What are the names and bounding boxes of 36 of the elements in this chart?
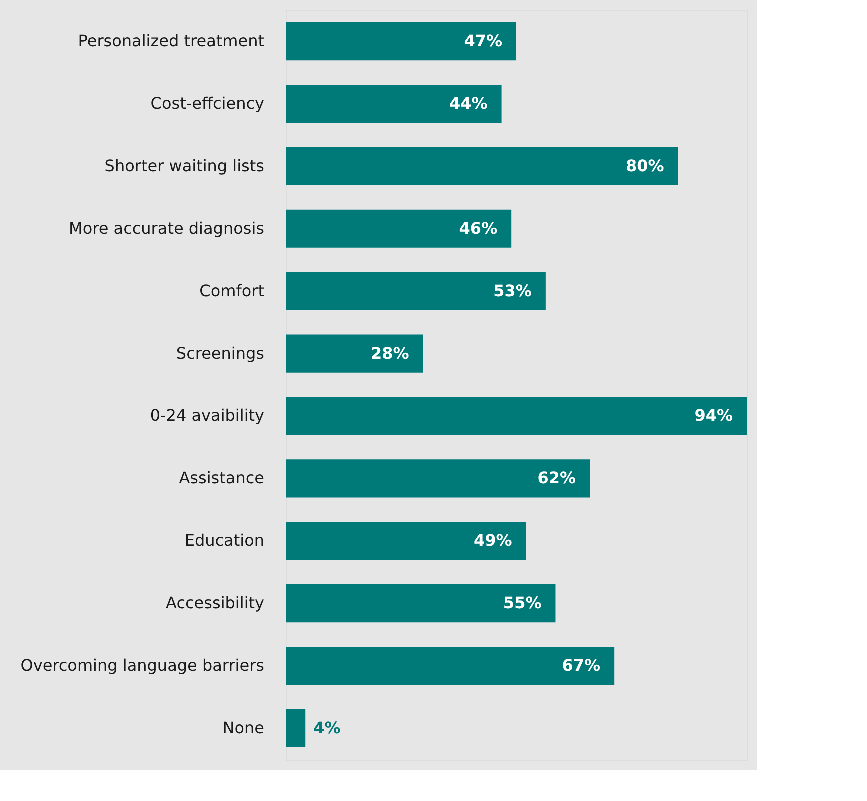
bar bbox=[286, 147, 678, 186]
data-label: 4% bbox=[314, 718, 341, 738]
data-label: 67% bbox=[562, 656, 601, 676]
bar bbox=[286, 584, 556, 623]
bar bbox=[286, 22, 516, 61]
data-label: 47% bbox=[464, 32, 502, 51]
data-label: 49% bbox=[474, 531, 512, 550]
bar bbox=[286, 210, 512, 248]
bar bbox=[286, 646, 615, 686]
data-label: 46% bbox=[459, 218, 498, 238]
y-tick-label: More accurate diagnosis bbox=[69, 218, 264, 238]
y-tick-label: Personalized treatment bbox=[78, 32, 264, 51]
bar bbox=[286, 334, 424, 373]
data-label: 55% bbox=[503, 594, 542, 613]
y-tick-label: Cost-effciency bbox=[150, 94, 264, 113]
bar bbox=[286, 709, 306, 748]
y-tick-label: Accessibility bbox=[166, 594, 264, 613]
y-tick-label: Education bbox=[184, 531, 264, 550]
bar bbox=[286, 460, 590, 498]
y-tick-label: Overcoming language barriers bbox=[20, 656, 264, 676]
data-label: 44% bbox=[449, 94, 488, 113]
y-tick-label: Comfort bbox=[200, 281, 264, 300]
y-tick-label: None bbox=[222, 718, 264, 738]
y-tick-label: Screenings bbox=[176, 344, 264, 363]
bar bbox=[286, 397, 747, 436]
y-tick-label: Shorter waiting lists bbox=[104, 156, 264, 176]
data-label: 80% bbox=[626, 156, 664, 176]
y-tick-label: Assistance bbox=[179, 468, 264, 488]
data-label: 62% bbox=[538, 468, 576, 488]
bar bbox=[286, 522, 526, 560]
y-tick-label: 0-24 avaibility bbox=[150, 406, 264, 426]
data-label: 94% bbox=[694, 406, 733, 426]
data-label: 53% bbox=[494, 281, 532, 300]
bar bbox=[286, 272, 546, 310]
data-label: 28% bbox=[371, 344, 410, 363]
bar bbox=[286, 84, 502, 124]
